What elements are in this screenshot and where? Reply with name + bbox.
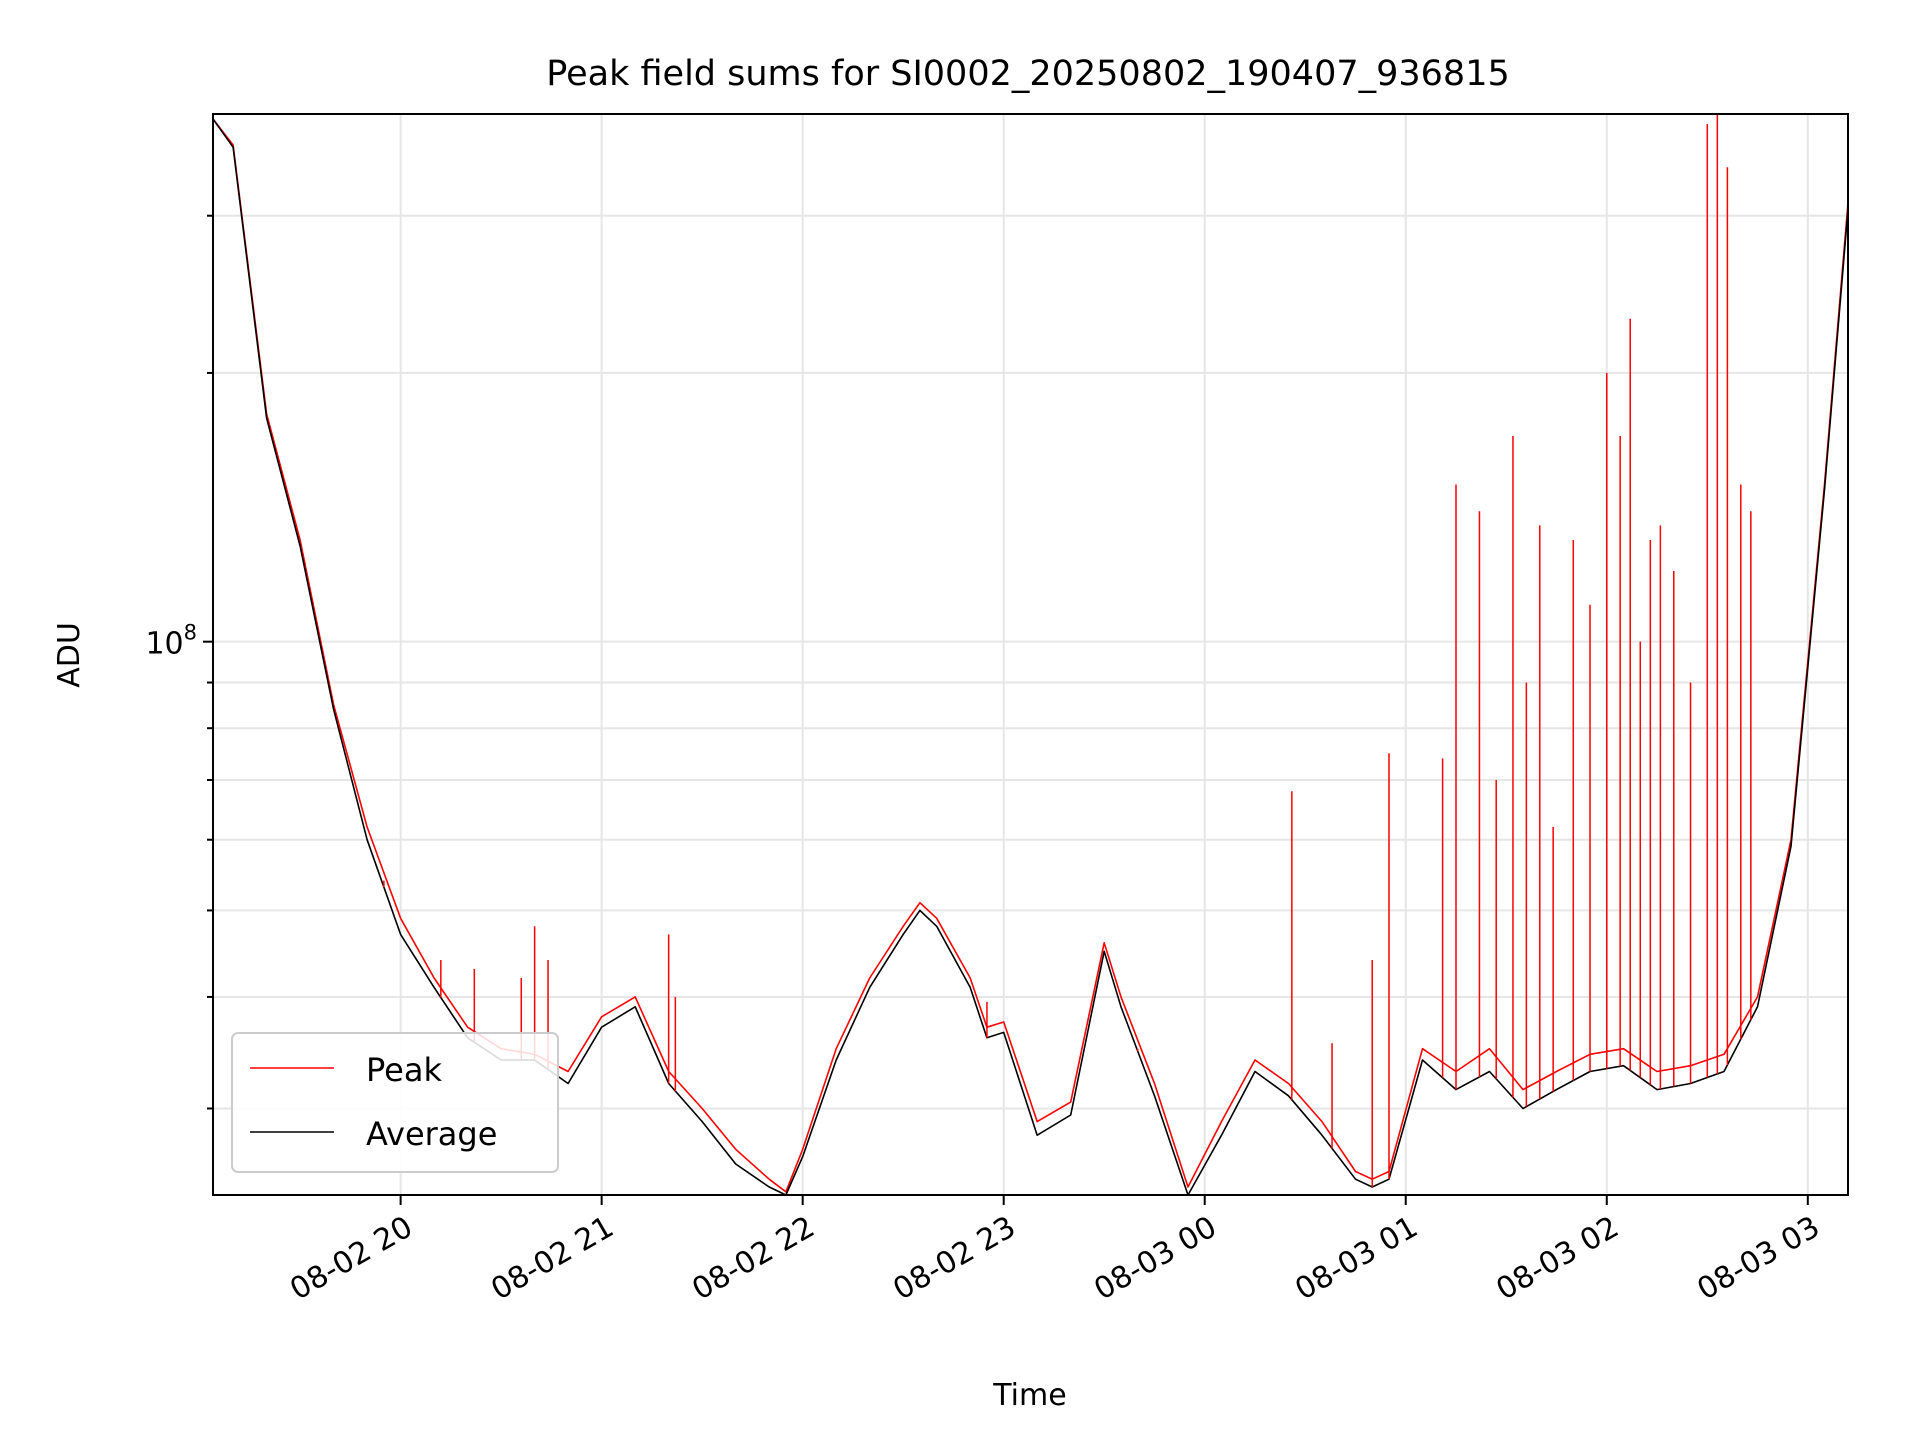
legend: Peak Average xyxy=(231,1032,559,1173)
legend-peak-label: Peak xyxy=(366,1051,442,1089)
y-axis-label: ADU xyxy=(52,622,87,688)
plot-frame xyxy=(212,113,1849,1196)
x-axis-label: Time xyxy=(992,1378,1066,1413)
chart-title: Peak field sums for SI0002_20250802_1904… xyxy=(546,54,1509,94)
y-tick-label: 108 xyxy=(145,621,197,662)
legend-average-label: Average xyxy=(366,1115,497,1153)
